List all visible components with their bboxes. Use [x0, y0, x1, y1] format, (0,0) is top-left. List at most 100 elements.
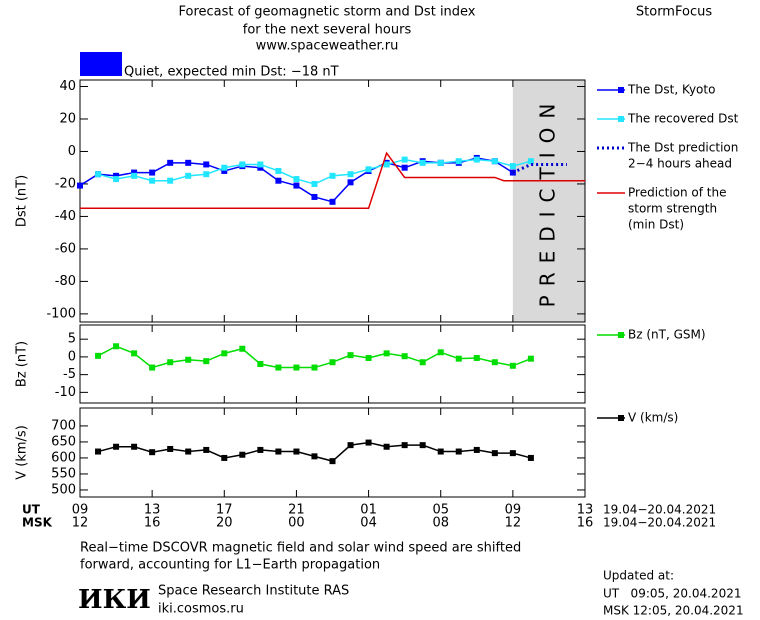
- updated-ut: UT 09:05, 20.04.2021: [603, 587, 741, 601]
- data-point: [365, 354, 372, 361]
- x2-tick-label: 20: [216, 516, 233, 531]
- y-tick-label: 700: [51, 418, 76, 433]
- legend-marker: [618, 87, 624, 93]
- legend-label: The Dst prediction: [627, 141, 738, 155]
- y-tick-label: 0: [68, 144, 76, 159]
- data-point: [401, 442, 408, 449]
- data-point: [131, 443, 138, 450]
- data-point: [239, 161, 246, 168]
- data-point: [149, 169, 156, 176]
- x2-date: 19.04−20.04.2021: [603, 516, 716, 530]
- data-point: [383, 161, 390, 168]
- y-tick-label: -100: [46, 306, 76, 321]
- data-point: [509, 163, 516, 170]
- data-point: [149, 449, 156, 456]
- data-point: [95, 352, 102, 359]
- site: iki.cosmos.ru: [158, 602, 244, 617]
- data-point: [455, 448, 462, 455]
- data-point: [527, 454, 534, 461]
- data-point: [401, 164, 408, 171]
- updated-msk: MSK 12:05, 20.04.2021: [603, 604, 744, 618]
- status-swatch: [80, 52, 122, 76]
- legend-label: 2−4 hours ahead: [628, 157, 732, 171]
- x-tick-label: 17: [216, 503, 233, 518]
- data-point: [185, 356, 192, 363]
- data-point: [167, 159, 174, 166]
- data-point: [419, 442, 426, 449]
- y-tick-label: 40: [59, 79, 76, 94]
- series-line: [512, 162, 567, 174]
- data-point: [257, 164, 264, 171]
- x2-tick-label: 08: [432, 516, 449, 531]
- status: Quiet, expected min Dst: −18 nT: [124, 65, 339, 80]
- y-tick-label: -5: [63, 367, 76, 382]
- legend-label: Prediction of the: [628, 186, 727, 200]
- x-axis-label: MSK: [22, 516, 53, 530]
- data-point: [149, 177, 156, 184]
- data-point: [239, 345, 246, 352]
- legend-marker: [618, 116, 624, 122]
- y-axis-label: V (km/s): [15, 425, 30, 480]
- data-point: [293, 364, 300, 371]
- legend-marker: [618, 332, 624, 338]
- data-point: [221, 454, 228, 461]
- x2-tick-label: 00: [288, 516, 305, 531]
- y-tick-label: -40: [55, 209, 76, 224]
- y-tick-label: 0: [68, 349, 76, 364]
- data-point: [257, 361, 264, 367]
- plot-frame: [79, 79, 586, 323]
- data-point: [95, 448, 102, 455]
- data-point: [437, 159, 444, 166]
- x2-tick-label: 12: [505, 516, 522, 531]
- x-tick-label: 21: [288, 503, 305, 518]
- data-point: [383, 350, 390, 357]
- y-tick-label: 600: [51, 450, 76, 465]
- data-point: [473, 354, 480, 361]
- data-point: [329, 172, 336, 179]
- data-point: [491, 450, 498, 457]
- footer-note: forward, accounting for L1−Earth propaga…: [80, 558, 380, 573]
- x-tick-label: 13: [577, 503, 594, 518]
- data-point: [275, 167, 282, 174]
- data-point: [203, 161, 210, 168]
- data-point: [311, 364, 318, 371]
- data-point: [167, 445, 174, 452]
- legend-label: (min Dst): [628, 218, 684, 232]
- data-point: [473, 156, 480, 163]
- data-point: [185, 159, 192, 166]
- data-point: [347, 179, 354, 186]
- data-point: [311, 193, 318, 200]
- x-tick-label: 01: [360, 503, 377, 518]
- data-point: [275, 364, 282, 371]
- data-point: [257, 161, 264, 168]
- data-point: [239, 451, 246, 458]
- x-tick-label: 09: [505, 503, 522, 518]
- data-point: [527, 158, 534, 165]
- data-point: [203, 446, 210, 453]
- data-point: [275, 177, 282, 184]
- data-point: [131, 169, 138, 176]
- updated-title: Updated at:: [603, 569, 674, 583]
- y-tick-label: -60: [55, 241, 76, 256]
- y-tick-label: 550: [51, 466, 76, 481]
- legend-label: storm strength: [628, 202, 717, 216]
- data-point: [401, 353, 408, 360]
- prediction-label: PREDICTION: [535, 95, 559, 308]
- data-point: [221, 167, 228, 174]
- x-date: 19.04−20.04.2021: [603, 503, 716, 517]
- data-point: [293, 448, 300, 455]
- x2-tick-label: 16: [144, 516, 161, 531]
- data-point: [329, 359, 336, 366]
- y-tick-label: -20: [55, 176, 76, 191]
- data-point: [131, 350, 138, 357]
- data-point: [185, 172, 192, 179]
- data-point: [185, 448, 192, 455]
- data-point: [329, 458, 336, 465]
- data-point: [509, 450, 516, 457]
- data-point: [311, 180, 318, 187]
- data-point: [293, 182, 300, 189]
- data-point: [275, 448, 282, 455]
- data-point: [221, 350, 228, 357]
- data-point: [473, 446, 480, 453]
